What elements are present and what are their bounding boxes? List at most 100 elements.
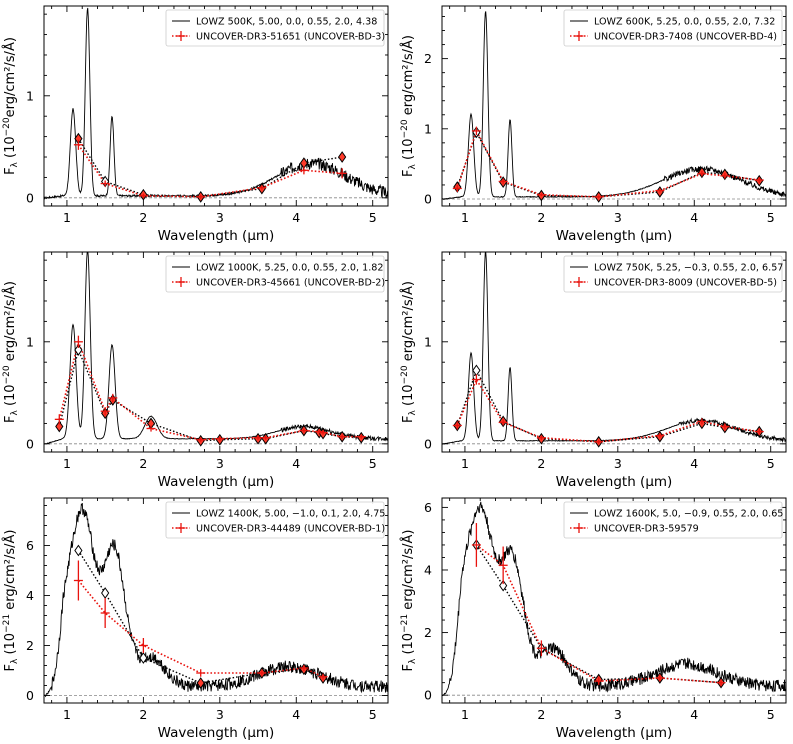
- y-tick-label: 0: [424, 191, 432, 206]
- x-tick-label: 1: [461, 210, 469, 225]
- x-tick-label: 1: [63, 210, 71, 225]
- y-tick-label: 4: [26, 588, 34, 603]
- y-axis-label: Fλ (10−20 erg/cm²/s/Å): [400, 35, 418, 177]
- y-axis-label: Fλ (10−20 erg/cm²/s/Å): [2, 281, 20, 423]
- x-tick-label: 5: [369, 210, 377, 225]
- synthetic-photometry-point: [472, 364, 481, 377]
- x-tick-label: 1: [63, 456, 71, 471]
- legend-obs-label: UNCOVER-DR3-7408 (UNCOVER-BD-4): [594, 32, 777, 43]
- axes-frame: [43, 5, 389, 207]
- x-tick-label: 2: [537, 456, 545, 471]
- axes-frame: [441, 251, 787, 453]
- axes-frame: [43, 251, 389, 453]
- x-tick-label: 5: [767, 707, 775, 722]
- y-tick-label: 0: [26, 688, 34, 703]
- legend: LOWZ 750K, 5.25, −0.3, 0.55, 2.0, 6.57 UN…: [563, 255, 783, 293]
- legend-model-label: LOWZ 600K, 5.25, 0.0, 0.55, 2.0, 7.32: [594, 17, 775, 28]
- y-tick-label: 0: [424, 436, 432, 451]
- panel-3: 1 2 3 4 5 0 1 Wavelength (μm) Fλ (10−20 erg/cm²/…: [2, 251, 389, 490]
- legend: LOWZ 600K, 5.25, 0.0, 0.55, 2.0, 7.32 UNC…: [563, 9, 783, 47]
- y-tick-label: 2: [424, 51, 432, 66]
- x-tick-label: 2: [139, 456, 147, 471]
- legend-box: [563, 9, 783, 47]
- legend: LOWZ 1400K, 5.00, −1.0, 0.1, 2.0, 4.75 UN…: [165, 501, 385, 539]
- legend: LOWZ 1000K, 5.25, 0.0, 0.55, 2.0, 1.82 UN…: [165, 255, 385, 293]
- x-tick-label: 3: [216, 456, 224, 471]
- model-spectrum-line: [442, 252, 786, 445]
- y-tick-label: 1: [26, 334, 34, 349]
- y-axis-label: Fλ (10−20erg/cm²/s/Å): [2, 37, 20, 175]
- panel-2: 1 2 3 4 5 0 1 2 Wavelength (μm) Fλ (10−20 erg/cm²…: [400, 5, 787, 244]
- legend-obs-label: UNCOVER-DR3-59579: [594, 524, 699, 535]
- observed-photometry-line: [456, 377, 760, 443]
- axes-frame: [441, 497, 787, 704]
- synthetic-photometry-line: [58, 347, 362, 442]
- x-tick-label: 4: [690, 456, 698, 471]
- legend-model-label: LOWZ 750K, 5.25, −0.3, 0.55, 2.0, 6.57: [594, 263, 783, 274]
- legend-box: [563, 501, 783, 539]
- x-tick-label: 2: [139, 707, 147, 722]
- y-tick-label: 1: [424, 121, 432, 136]
- x-axis-label: Wavelength (μm): [556, 228, 673, 244]
- x-tick-label: 3: [216, 707, 224, 722]
- legend-obs-label: UNCOVER-DR3-44489 (UNCOVER-BD-1): [196, 524, 385, 535]
- x-tick-label: 1: [461, 707, 469, 722]
- x-tick-label: 5: [767, 456, 775, 471]
- y-tick-label: 0: [26, 436, 34, 451]
- synthetic-photometry-point: [499, 579, 508, 592]
- x-tick-label: 5: [369, 456, 377, 471]
- synthetic-photometry-line: [475, 544, 722, 684]
- legend-model-label: LOWZ 1000K, 5.25, 0.0, 0.55, 2.0, 1.82: [196, 263, 383, 274]
- observed-photometry-line: [77, 579, 324, 678]
- model-spectrum-line: [44, 503, 388, 698]
- legend-obs-label: UNCOVER-DR3-8009 (UNCOVER-BD-5): [594, 278, 777, 289]
- legend-box: [165, 501, 385, 539]
- legend: LOWZ 1600K, 5.0, −0.9, 0.55, 2.0, 0.65 UN…: [563, 501, 783, 539]
- x-tick-label: 4: [292, 456, 300, 471]
- synthetic-photometry-point: [55, 420, 64, 433]
- y-axis-label: Fλ (10−20 erg/cm²/s/Å): [400, 281, 418, 423]
- synthetic-photometry-line: [77, 138, 343, 198]
- x-tick-label: 2: [537, 210, 545, 225]
- legend-model-label: LOWZ 1600K, 5.0, −0.9, 0.55, 2.0, 0.65: [594, 509, 783, 520]
- y-tick-label: 0: [424, 688, 432, 703]
- x-tick-label: 5: [767, 210, 775, 225]
- synthetic-photometry-point: [338, 151, 347, 163]
- synthetic-photometry-point: [74, 344, 83, 356]
- axes-frame: [441, 5, 787, 207]
- legend: LOWZ 500K, 5.00, 0.0, 0.55, 2.0, 4.38 UNC…: [165, 9, 385, 47]
- synthetic-photometry-line: [456, 368, 760, 443]
- legend-obs-label: UNCOVER-DR3-45661 (UNCOVER-BD-2): [196, 278, 385, 289]
- legend-box: [563, 255, 783, 293]
- model-spectrum-line: [442, 501, 786, 697]
- x-axis-label: Wavelength (μm): [158, 725, 275, 741]
- synthetic-photometry-point: [139, 652, 148, 664]
- legend-obs-label: UNCOVER-DR3-51651 (UNCOVER-BD-3): [196, 32, 385, 43]
- y-tick-label: 6: [424, 500, 432, 515]
- panel-5: 1 2 3 4 5 0 2 4 6 Wavelength (μm) Fλ (10−21 erg/cm…: [2, 497, 389, 741]
- panel-1: 1 2 3 4 5 0 1 Wavelength (μm) Fλ (10−20erg/cm²/s…: [2, 5, 389, 244]
- y-axis-label: Fλ (10−21 erg/cm²/s/Å): [400, 530, 418, 672]
- x-tick-label: 1: [63, 707, 71, 722]
- legend-model-label: LOWZ 1400K, 5.00, −1.0, 0.1, 2.0, 4.75: [196, 509, 385, 520]
- y-tick-label: 6: [26, 538, 34, 553]
- x-axis-label: Wavelength (μm): [556, 474, 673, 490]
- observed-photometry-line: [456, 128, 760, 198]
- x-axis-label: Wavelength (μm): [158, 474, 275, 490]
- synthetic-photometry-point: [74, 544, 83, 557]
- panel-6: 1 2 3 4 5 0 2 4 6 Wavelength (μm) Fλ (10−21 erg/cm…: [400, 497, 787, 741]
- synthetic-photometry-point: [196, 677, 205, 689]
- x-tick-label: 2: [139, 210, 147, 225]
- y-tick-label: 1: [26, 88, 34, 103]
- x-tick-label: 3: [614, 707, 622, 722]
- x-tick-label: 3: [614, 456, 622, 471]
- x-tick-label: 5: [369, 707, 377, 722]
- y-tick-label: 0: [26, 190, 34, 205]
- x-tick-label: 1: [461, 456, 469, 471]
- legend-box: [165, 9, 385, 47]
- x-axis-label: Wavelength (μm): [158, 228, 275, 244]
- legend-box: [165, 255, 385, 293]
- y-tick-label: 2: [26, 638, 34, 653]
- x-tick-label: 4: [292, 210, 300, 225]
